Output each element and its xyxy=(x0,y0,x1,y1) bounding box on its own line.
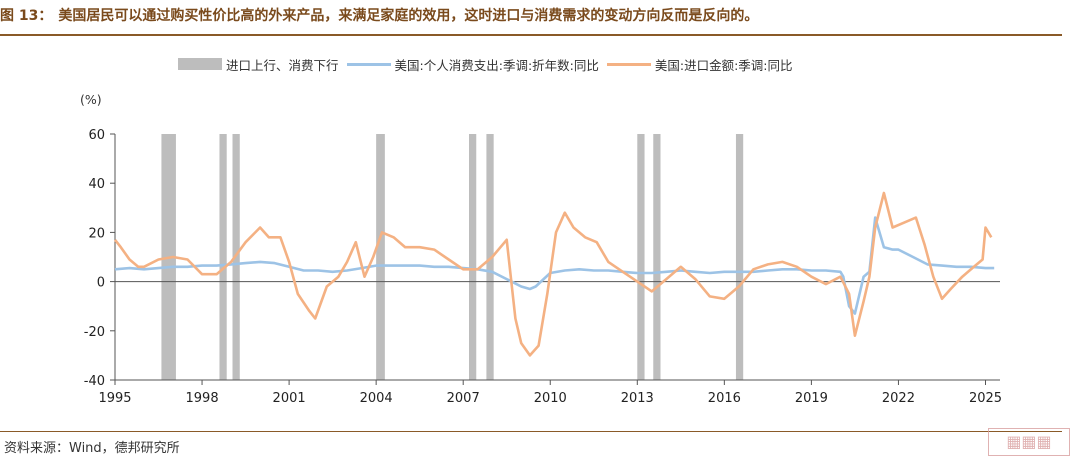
y-axis-unit-label: (%) xyxy=(80,92,102,107)
x-tick-label: 1998 xyxy=(186,391,219,406)
x-tick-label: 2019 xyxy=(795,391,828,406)
legend-label-consumption: 美国:个人消费支出:季调:折年数:同比 xyxy=(394,57,599,73)
y-tick-label: 40 xyxy=(88,177,105,192)
x-tick-label: 2022 xyxy=(882,391,915,406)
x-tick-label: 2001 xyxy=(273,391,306,406)
source-note: 资料来源：Wind，德邦研究所 xyxy=(4,441,180,456)
shaded-period-bar xyxy=(637,134,645,380)
figure-title: 图 13： 美国居民可以通过购买性价比高的外来产品，来满足家庭的效用，这时进口与消… xyxy=(0,0,1062,32)
y-tick-label: -40 xyxy=(84,374,105,389)
legend-swatch-consumption xyxy=(346,62,391,66)
shaded-period-bar xyxy=(469,134,477,380)
consumption-series-line xyxy=(114,216,995,315)
x-tick-label: 2010 xyxy=(534,391,567,406)
chart-axes: -40 -20 0 20 40 60 1995 1998 2001 2004 2007 2010 201… xyxy=(84,128,1002,406)
x-tick-label: 2013 xyxy=(621,391,654,406)
watermark-stamp: ▦▦▦ xyxy=(988,428,1070,456)
y-tick-label: -20 xyxy=(84,325,105,340)
footer-rule xyxy=(0,431,1062,432)
shaded-period-bar xyxy=(376,134,385,380)
legend-label-imports: 美国:进口金额:季调:同比 xyxy=(654,57,793,73)
shaded-period-bar xyxy=(219,134,227,380)
figure-label: 图 13： xyxy=(0,8,53,24)
title-rule xyxy=(0,34,1062,36)
x-tick-label: 2016 xyxy=(708,391,741,406)
shaded-period-bar xyxy=(486,134,494,380)
y-tick-label: 20 xyxy=(88,226,105,241)
chart-legend: 进口上行、消费下行 美国:个人消费支出:季调:折年数:同比 美国:进口金额:季调… xyxy=(178,55,801,74)
x-tick-label: 1995 xyxy=(98,391,131,406)
shaded-period-bar xyxy=(653,134,661,380)
legend-swatch-shaded xyxy=(178,58,222,70)
legend-item-imports: 美国:进口金额:季调:同比 xyxy=(606,55,793,74)
x-tick-label: 2025 xyxy=(969,391,1002,406)
legend-item-consumption: 美国:个人消费支出:季调:折年数:同比 xyxy=(346,55,599,74)
legend-label-shaded: 进口上行、消费下行 xyxy=(226,57,339,73)
y-tick-label: 60 xyxy=(88,128,105,143)
figure-title-text: 美国居民可以通过购买性价比高的外来产品，来满足家庭的效用，这时进口与消费需求的变… xyxy=(58,8,759,24)
chart-lines xyxy=(113,191,995,357)
y-tick-label: 0 xyxy=(97,276,105,291)
shaded-periods xyxy=(161,134,744,380)
legend-swatch-imports xyxy=(606,62,651,66)
shaded-period-bar xyxy=(735,134,744,380)
x-tick-label: 2004 xyxy=(360,391,393,406)
imports-series-line xyxy=(113,191,993,357)
x-tick-label: 2007 xyxy=(447,391,480,406)
legend-item-shaded: 进口上行、消费下行 xyxy=(178,55,339,74)
